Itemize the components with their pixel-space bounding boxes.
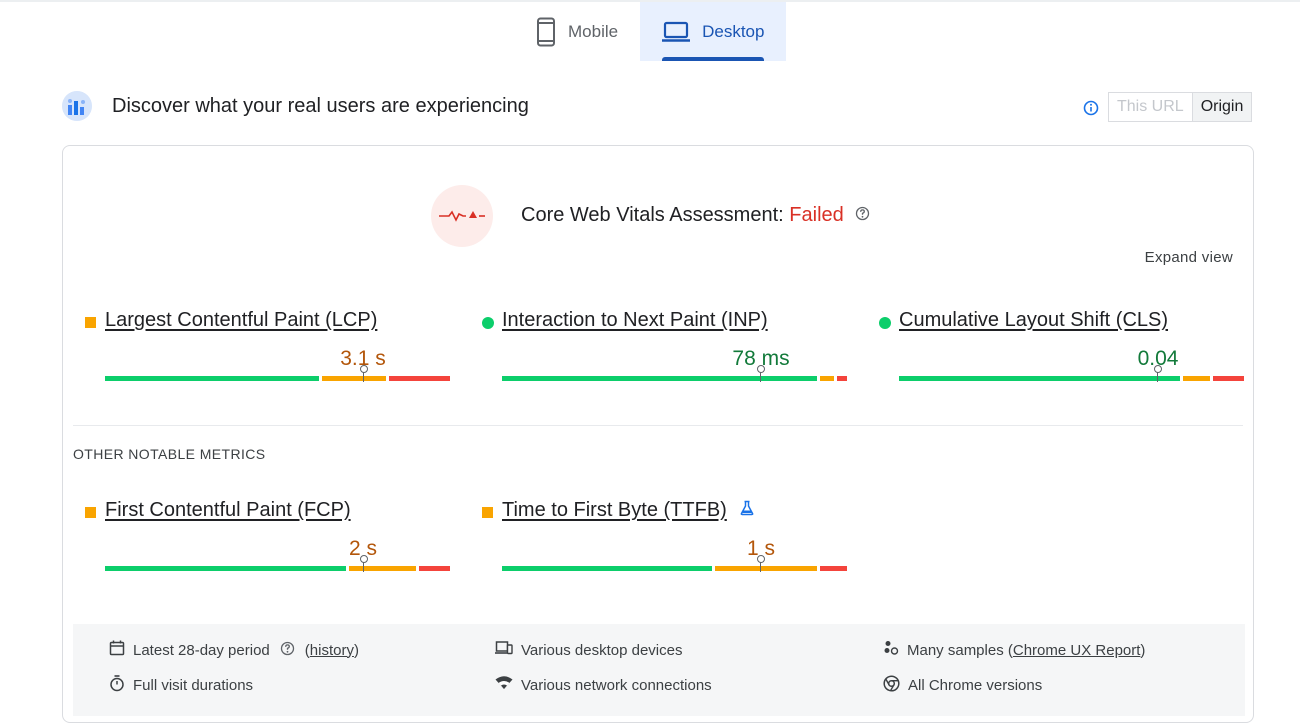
needs-improvement-segment xyxy=(1183,376,1211,381)
poor-segment xyxy=(419,566,450,571)
poor-segment xyxy=(836,376,847,381)
this-url-button[interactable]: This URL xyxy=(1109,93,1192,121)
expand-view-link[interactable]: Expand view xyxy=(1144,249,1233,266)
calendar-icon xyxy=(109,640,125,660)
distribution-bar xyxy=(899,365,1244,382)
chrome-info: All Chrome versions xyxy=(883,675,1042,696)
devices-info: Various desktop devices xyxy=(495,640,682,660)
good-segment xyxy=(502,566,713,571)
section-divider xyxy=(73,425,1243,426)
chrome-ux-report-link[interactable]: Chrome UX Report xyxy=(1012,641,1141,659)
assessment-label: Core Web Vitals Assessment: xyxy=(521,204,784,226)
section-header: Discover what your real users are experi… xyxy=(62,91,529,121)
poor-segment xyxy=(388,376,450,381)
metric-value: 2 s xyxy=(348,537,378,560)
good-circle-icon xyxy=(879,317,891,329)
good-segment xyxy=(105,566,346,571)
metric-ttfb: Time to First Byte (TTFB) 1 s xyxy=(482,499,847,579)
samples-prefix: Many samples ( xyxy=(907,641,1013,659)
history-link[interactable]: history xyxy=(309,641,354,659)
field-data-card: Core Web Vitals Assessment: Failed Expan… xyxy=(62,145,1254,723)
needs-improvement-segment xyxy=(348,566,417,571)
metric-value: 78 ms xyxy=(732,347,790,370)
metric-name-link[interactable]: Cumulative Layout Shift (CLS) xyxy=(899,309,1169,331)
chrome-icon xyxy=(883,675,900,696)
info-icon[interactable] xyxy=(1083,100,1099,121)
p75-marker xyxy=(1153,365,1162,382)
average-square-icon xyxy=(85,507,96,518)
p75-marker xyxy=(756,555,765,572)
durations-info: Full visit durations xyxy=(109,675,253,696)
assessment-heading: Core Web Vitals Assessment: Failed xyxy=(521,204,870,227)
people-icon xyxy=(883,640,899,660)
average-square-icon xyxy=(85,317,96,328)
flask-icon xyxy=(740,499,754,522)
section-title: Discover what your real users are experi… xyxy=(112,94,529,117)
vitals-failed-icon xyxy=(431,185,493,247)
network-text: Various network connections xyxy=(521,676,712,694)
samples-suffix: ) xyxy=(1140,641,1146,659)
good-segment xyxy=(899,376,1181,381)
other-metrics-heading: OTHER NOTABLE METRICS xyxy=(73,446,266,462)
needs-improvement-segment xyxy=(321,376,386,381)
crux-logo-icon xyxy=(62,91,92,121)
samples-info: Many samples (Chrome UX Report) xyxy=(883,640,1145,660)
smartphone-icon xyxy=(536,17,556,47)
devices-icon xyxy=(495,640,513,660)
needs-improvement-segment xyxy=(820,376,834,381)
chrome-text: All Chrome versions xyxy=(908,677,1043,694)
metric-lcp: Largest Contentful Paint (LCP) 3.1 s xyxy=(85,309,450,389)
p75-marker xyxy=(359,555,368,572)
metric-value: 3.1 s xyxy=(340,347,386,370)
metric-name-link[interactable]: First Contentful Paint (FCP) xyxy=(105,499,351,521)
poor-segment xyxy=(1213,376,1244,381)
metric-value: 0.04 xyxy=(1137,347,1179,370)
url-origin-toggle: This URL Origin xyxy=(1108,92,1253,122)
metric-fcp: First Contentful Paint (FCP) 2 s xyxy=(85,499,450,579)
tab-desktop-label: Desktop xyxy=(702,21,765,41)
network-info: Various network connections xyxy=(495,675,712,695)
data-source-footer: Latest 28-day period (history) Various d… xyxy=(73,624,1245,716)
poor-segment xyxy=(819,566,847,571)
tab-mobile[interactable]: Mobile xyxy=(514,2,640,61)
good-segment xyxy=(502,376,818,381)
needs-improvement-segment xyxy=(715,566,817,571)
distribution-bar xyxy=(502,365,847,382)
form-factor-tabs: Mobile Desktop xyxy=(514,2,787,61)
durations-text: Full visit durations xyxy=(133,677,254,694)
good-segment xyxy=(105,376,319,381)
laptop-icon xyxy=(662,21,691,43)
help-icon[interactable] xyxy=(280,641,295,660)
devices-text: Various desktop devices xyxy=(521,641,683,659)
good-circle-icon xyxy=(482,317,494,329)
distribution-bar xyxy=(105,365,450,382)
metric-name-link[interactable]: Interaction to Next Paint (INP) xyxy=(502,309,768,331)
origin-button[interactable]: Origin xyxy=(1191,93,1252,121)
assessment-status: Failed xyxy=(789,204,844,226)
average-square-icon xyxy=(482,507,493,518)
period-text: Latest 28-day period xyxy=(133,641,270,659)
history-paren: (history) xyxy=(304,641,359,659)
metric-name-text[interactable]: Time to First Byte (TTFB) xyxy=(502,499,727,521)
distribution-bar xyxy=(105,555,450,572)
metric-name-link[interactable]: Largest Contentful Paint (LCP) xyxy=(105,309,378,331)
tab-desktop[interactable]: Desktop xyxy=(640,2,787,61)
stopwatch-icon xyxy=(109,675,125,696)
metric-value: 1 s xyxy=(746,537,776,560)
p75-marker xyxy=(756,365,765,382)
top-border xyxy=(0,0,1300,2)
p75-marker xyxy=(359,365,368,382)
wifi-icon xyxy=(495,675,513,695)
period-info: Latest 28-day period (history) xyxy=(109,640,359,660)
distribution-bar xyxy=(502,555,847,572)
tab-mobile-label: Mobile xyxy=(568,21,619,41)
metric-name-link: Time to First Byte (TTFB) xyxy=(502,499,754,522)
metric-inp: Interaction to Next Paint (INP) 78 ms xyxy=(482,309,847,389)
metric-cls: Cumulative Layout Shift (CLS) 0.04 xyxy=(879,309,1244,389)
help-icon[interactable] xyxy=(855,204,870,227)
